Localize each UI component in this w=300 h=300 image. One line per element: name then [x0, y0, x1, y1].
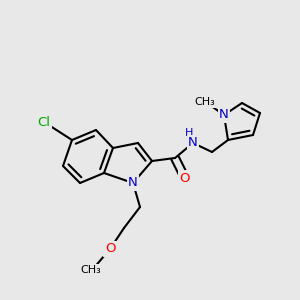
Text: N: N — [128, 176, 138, 190]
Text: O: O — [180, 172, 190, 184]
Text: N: N — [188, 136, 198, 149]
Text: CH₃: CH₃ — [195, 97, 215, 107]
Text: Cl: Cl — [38, 116, 50, 128]
Text: N: N — [219, 109, 229, 122]
Text: O: O — [105, 242, 115, 256]
Text: H: H — [185, 128, 193, 138]
Text: CH₃: CH₃ — [81, 265, 101, 275]
